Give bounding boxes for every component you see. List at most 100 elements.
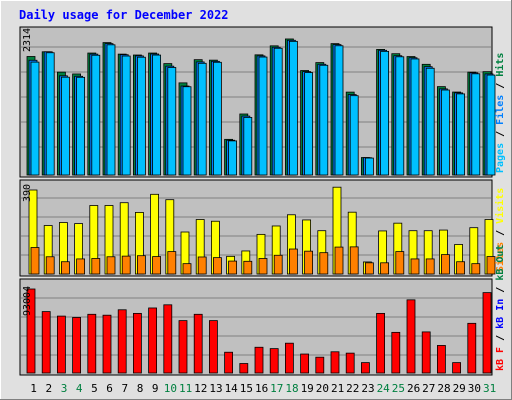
legend-kb_in: kB In (495, 299, 506, 329)
day-label-8: 8 (137, 382, 144, 395)
panel-visits: 390 Sites / Visits (19, 179, 506, 277)
day-label-5: 5 (91, 382, 98, 395)
legend-separator: / (495, 224, 506, 242)
day-label-13: 13 (209, 382, 222, 395)
day-label-27: 27 (422, 382, 435, 395)
bar-sites-day-2 (45, 256, 55, 275)
bar-pages-day-25 (395, 56, 405, 176)
day-label-18: 18 (285, 382, 298, 395)
bar-kb_f-day-26 (406, 299, 416, 374)
day-axis-labels: 1 2 3 4 5 6 7 8 9 10 11 12 13 14 15 16 17 18 19 20 21 22 23 24 2… (30, 382, 496, 395)
bar-kb_f-day-4 (72, 317, 81, 374)
bar-pages-day-5 (91, 54, 101, 176)
day-label-24: 24 (377, 382, 391, 395)
panel-hits: 2314 Pages / Files / Hits (19, 26, 506, 178)
bar-sites-day-1 (30, 247, 40, 275)
bar-kb_f-day-30 (467, 322, 477, 374)
panel-hits-scale-label: 2314 (22, 28, 33, 52)
bar-pages-day-17 (273, 47, 283, 176)
bar-sites-day-28 (440, 254, 450, 275)
bar-sites-day-24 (380, 262, 390, 275)
bar-pages-day-11 (182, 86, 192, 176)
bar-kb_f-day-9 (148, 307, 158, 374)
bar-kb_f-day-24 (376, 312, 386, 374)
bar-sites-day-6 (106, 256, 116, 275)
day-label-15: 15 (240, 382, 253, 395)
bar-sites-day-7 (121, 255, 131, 275)
bar-sites-day-11 (182, 263, 192, 275)
day-label-17: 17 (270, 382, 283, 395)
bar-sites-day-19 (304, 250, 314, 275)
bar-kb_f-day-2 (41, 311, 51, 374)
legend-text: Pages / Files / Hits (494, 53, 506, 173)
panel-visits-scale-label: 390 (22, 184, 33, 202)
day-label-10: 10 (164, 382, 177, 395)
day-label-3: 3 (61, 382, 68, 395)
panel-kbytes-legend: kB F / kB In / kB Out (495, 245, 506, 371)
bar-pages-day-12 (197, 62, 207, 176)
bar-pages-day-31 (486, 74, 496, 176)
day-label-19: 19 (301, 382, 314, 395)
bar-sites-day-10 (167, 251, 177, 275)
bar-pages-day-6 (106, 44, 116, 176)
legend-separator: / (495, 281, 506, 299)
bar-kb_f-day-12 (193, 313, 203, 374)
bar-pages-day-1 (30, 61, 40, 176)
bar-sites-day-23 (364, 262, 374, 275)
day-label-14: 14 (225, 382, 239, 395)
bar-sites-day-9 (152, 256, 162, 275)
bar-sites-day-3 (61, 261, 70, 275)
bar-kb_f-day-27 (421, 331, 431, 374)
bar-sites-day-25 (395, 251, 405, 275)
day-label-22: 22 (346, 382, 359, 395)
bar-pages-day-10 (167, 67, 177, 176)
bar-pages-day-28 (440, 89, 450, 176)
bar-kb_f-day-14 (224, 351, 234, 374)
day-label-25: 25 (392, 382, 405, 395)
bar-kb_f-day-19 (300, 353, 310, 374)
bar-kb_f-day-16 (254, 346, 264, 374)
bar-pages-day-16 (258, 56, 268, 176)
bar-sites-day-18 (288, 248, 298, 275)
bar-sites-day-15 (243, 260, 253, 275)
bar-sites-day-17 (273, 254, 283, 275)
bar-kb_f-day-10 (163, 304, 173, 374)
bar-kb_f-day-15 (239, 363, 249, 374)
legend-pages: Pages (495, 143, 506, 173)
bar-sites-day-22 (349, 246, 359, 275)
legend-text: kB F / kB In / kB Out (495, 245, 506, 371)
bar-sites-day-31 (486, 256, 496, 275)
legend-sites: Sites (494, 242, 506, 272)
bar-pages-day-8 (136, 56, 146, 176)
bar-pages-day-7 (121, 55, 131, 176)
panel-kbytes: 93004 kB F / kB In / kB Out (19, 245, 506, 376)
bar-pages-day-15 (243, 116, 253, 176)
day-label-31: 31 (483, 382, 496, 395)
day-label-7: 7 (121, 382, 128, 395)
day-label-28: 28 (437, 382, 450, 395)
day-label-23: 23 (361, 382, 374, 395)
day-label-21: 21 (331, 382, 344, 395)
day-label-4: 4 (76, 382, 83, 395)
bar-kb_f-day-18 (284, 342, 294, 374)
legend-kb_out: kB Out (495, 245, 506, 281)
bar-kb_f-day-11 (178, 320, 188, 374)
bar-kb_f-day-7 (117, 309, 127, 374)
bar-pages-day-27 (425, 67, 435, 176)
day-label-12: 12 (194, 382, 207, 395)
bar-kb_f-day-8 (132, 312, 142, 374)
bar-sites-day-12 (197, 256, 207, 275)
bar-kb_f-day-13 (208, 320, 218, 374)
bar-sites-day-26 (410, 258, 420, 275)
bar-sites-day-13 (212, 257, 222, 275)
bar-kb_f-day-6 (102, 314, 112, 374)
chart-title: Daily usage for December 2022 (19, 8, 229, 22)
bar-kb_f-day-29 (452, 362, 462, 374)
day-label-9: 9 (152, 382, 159, 395)
bar-kb_f-day-21 (330, 351, 340, 374)
bar-sites-day-14 (228, 260, 238, 275)
day-label-26: 26 (407, 382, 420, 395)
bar-pages-day-29 (456, 93, 466, 176)
panel-hits-bars (26, 38, 496, 176)
bar-pages-day-30 (471, 73, 481, 176)
